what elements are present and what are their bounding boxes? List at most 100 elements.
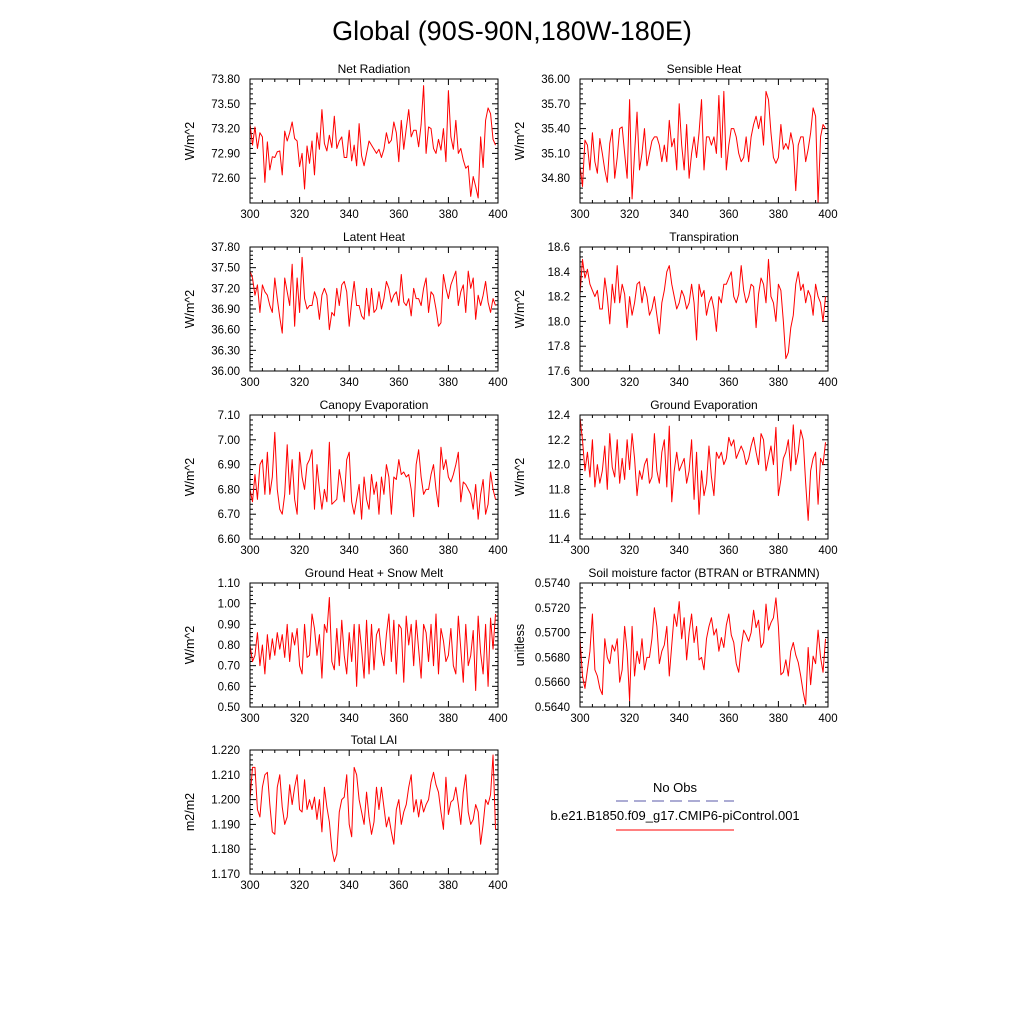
- panel-ground-heat-snow-melt-xtick-label: 380: [439, 713, 458, 725]
- panel-total-lai-ytick-label: 1.220: [211, 745, 240, 757]
- panel-ground-evaporation-ylabel: W/m^2: [513, 458, 527, 497]
- panel-transpiration-ytick-label: 18.0: [548, 316, 570, 328]
- panel-ground-heat-snow-melt-frame: [249, 582, 499, 708]
- panel-ground-heat-snow-melt-ylabel: W/m^2: [183, 626, 197, 665]
- panel-transpiration-ytick-label: 18.2: [548, 292, 570, 304]
- panel-canopy-evaporation-ytick-label: 6.80: [218, 484, 240, 496]
- panel-transpiration-xtick-label: 300: [570, 377, 589, 389]
- panel-transpiration-frame: [579, 246, 829, 372]
- figure-title: Global (90S-90N,180W-180E): [332, 16, 692, 46]
- panel-soil-moisture-factor-btran-or-btranmn-xtick-label: 400: [818, 713, 837, 725]
- panel-transpiration-ytick-label: 17.6: [548, 366, 570, 378]
- panel-sensible-heat: Sensible Heat W/m^2 300 320 340 360 380 400 34.8…: [513, 62, 838, 221]
- panel-net-radiation-xtick-label: 320: [290, 209, 309, 221]
- panel-latent-heat: Latent Heat W/m^2 300 320 340 360 380 400 36.00 3…: [183, 230, 508, 389]
- panel-soil-moisture-factor-btran-or-btranmn-series-line: [579, 597, 827, 706]
- panel-transpiration: Transpiration W/m^2 300 320 340 360 380 400 17.6…: [513, 230, 838, 389]
- panel-soil-moisture-factor-btran-or-btranmn-xtick-label: 360: [719, 713, 738, 725]
- panel-total-lai-ytick-label: 1.210: [211, 770, 240, 782]
- panel-sensible-heat-xtick-label: 320: [620, 209, 639, 221]
- panel-canopy-evaporation-ytick-label: 7.00: [218, 435, 240, 447]
- panel-canopy-evaporation-xtick-label: 400: [488, 545, 507, 557]
- panel-latent-heat-ytick-label: 36.00: [211, 366, 240, 378]
- panel-latent-heat-ytick-label: 36.60: [211, 325, 240, 337]
- panel-ground-evaporation-ytick-label: 12.4: [548, 410, 571, 422]
- panel-total-lai-frame: [249, 749, 499, 875]
- panel-canopy-evaporation-ylabel: W/m^2: [183, 458, 197, 497]
- panel-sensible-heat-frame: [579, 78, 829, 204]
- panel-ground-evaporation-ytick-label: 11.8: [548, 484, 570, 496]
- panel-total-lai-xtick-label: 340: [340, 880, 359, 892]
- panel-transpiration-title: Transpiration: [669, 230, 739, 244]
- panel-transpiration-xtick-label: 360: [719, 377, 738, 389]
- panel-net-radiation-series-line: [249, 85, 496, 199]
- panel-total-lai-ytick-label: 1.200: [211, 795, 240, 807]
- panel-ground-heat-snow-melt-xtick-label: 300: [240, 713, 259, 725]
- panel-sensible-heat-ytick-label: 35.40: [541, 124, 570, 136]
- panel-soil-moisture-factor-btran-or-btranmn-ytick-label: 0.5740: [535, 578, 570, 590]
- panel-canopy-evaporation-xtick-label: 340: [340, 545, 359, 557]
- panel-total-lai-xtick-label: 300: [240, 880, 259, 892]
- panel-sensible-heat-xtick-label: 400: [818, 209, 837, 221]
- panel-net-radiation-xtick-label: 360: [389, 209, 408, 221]
- panel-ground-heat-snow-melt-xtick-label: 340: [340, 713, 359, 725]
- panel-sensible-heat-ytick-label: 34.80: [541, 173, 570, 185]
- panel-total-lai-ytick-label: 1.180: [211, 844, 240, 856]
- panel-latent-heat-ytick-label: 36.30: [211, 345, 240, 357]
- panel-soil-moisture-factor-btran-or-btranmn-ylabel: unitless: [513, 624, 527, 666]
- panel-transpiration-ylabel: W/m^2: [513, 290, 527, 329]
- panels: Net Radiation W/m^2 300 320 340 360 380 400 72.6…: [183, 62, 838, 892]
- panel-latent-heat-ytick-label: 37.80: [211, 242, 240, 254]
- panel-latent-heat-xtick-label: 400: [488, 377, 507, 389]
- panel-latent-heat-xtick-label: 340: [340, 377, 359, 389]
- panel-total-lai-xtick-label: 360: [389, 880, 408, 892]
- panel-sensible-heat-xtick-label: 360: [719, 209, 738, 221]
- panel-latent-heat-xtick-label: 300: [240, 377, 259, 389]
- panel-canopy-evaporation: Canopy Evaporation W/m^2 300 320 340 360 380 40…: [183, 398, 508, 557]
- panel-ground-evaporation-xtick-label: 380: [769, 545, 788, 557]
- panel-ground-evaporation-ytick-label: 11.4: [548, 534, 570, 546]
- panel-total-lai-xtick-label: 320: [290, 880, 309, 892]
- panel-latent-heat-ytick-label: 36.90: [211, 304, 240, 316]
- panel-total-lai-series-line: [249, 754, 497, 863]
- panel-ground-heat-snow-melt-ytick-label: 1.10: [218, 578, 240, 590]
- panel-net-radiation-xtick-label: 300: [240, 209, 259, 221]
- panel-ground-heat-snow-melt-ytick-label: 0.50: [218, 702, 240, 714]
- panel-soil-moisture-factor-btran-or-btranmn-frame: [579, 582, 829, 708]
- panel-transpiration-ytick-label: 17.8: [548, 341, 570, 353]
- panel-soil-moisture-factor-btran-or-btranmn-ytick-label: 0.5680: [535, 652, 570, 664]
- panel-latent-heat-xtick-label: 320: [290, 377, 309, 389]
- panel-total-lai-xtick-label: 400: [488, 880, 507, 892]
- panel-ground-heat-snow-melt-ytick-label: 0.90: [218, 619, 240, 631]
- panel-transpiration-xtick-label: 320: [620, 377, 639, 389]
- panel-latent-heat-xtick-label: 360: [389, 377, 408, 389]
- panel-canopy-evaporation-xtick-label: 360: [389, 545, 408, 557]
- panel-latent-heat-ytick-label: 37.20: [211, 283, 240, 295]
- panel-total-lai-ylabel: m2/m2: [183, 793, 197, 831]
- panel-transpiration-xtick-label: 340: [670, 377, 689, 389]
- panel-sensible-heat-xtick-label: 340: [670, 209, 689, 221]
- panel-sensible-heat-xtick-label: 380: [769, 209, 788, 221]
- panel-net-radiation-ytick-label: 73.80: [211, 74, 240, 86]
- legend-model-label: b.e21.B1850.f09_g17.CMIP6-piControl.001: [550, 808, 799, 823]
- panel-ground-evaporation-xtick-label: 340: [670, 545, 689, 557]
- panel-ground-evaporation-title: Ground Evaporation: [650, 398, 757, 412]
- legend: No Obs b.e21.B1850.f09_g17.CMIP6-piContr…: [550, 780, 800, 831]
- panel-soil-moisture-factor-btran-or-btranmn-title: Soil moisture factor (BTRAN or BTRANMN): [588, 566, 819, 580]
- panel-soil-moisture-factor-btran-or-btranmn-ytick-label: 0.5720: [535, 603, 570, 615]
- panel-soil-moisture-factor-btran-or-btranmn-ytick-label: 0.5700: [535, 628, 570, 640]
- panel-net-radiation-frame: [249, 78, 499, 204]
- panel-canopy-evaporation-frame: [249, 414, 499, 540]
- panel-net-radiation-ytick-label: 72.60: [211, 173, 240, 185]
- panel-sensible-heat-ytick-label: 35.70: [541, 99, 570, 111]
- panel-ground-heat-snow-melt-series-line: [249, 596, 497, 691]
- panel-sensible-heat-ylabel: W/m^2: [513, 122, 527, 161]
- panel-total-lai-xtick-label: 380: [439, 880, 458, 892]
- panel-ground-evaporation: Ground Evaporation W/m^2 300 320 340 360 380 40…: [513, 398, 838, 557]
- legend-obs-label: No Obs: [653, 780, 698, 795]
- panel-ground-heat-snow-melt-ytick-label: 1.00: [218, 599, 240, 611]
- panel-total-lai-ytick-label: 1.170: [211, 869, 240, 881]
- panel-ground-evaporation-ytick-label: 12.0: [548, 460, 570, 472]
- panel-ground-heat-snow-melt-xtick-label: 400: [488, 713, 507, 725]
